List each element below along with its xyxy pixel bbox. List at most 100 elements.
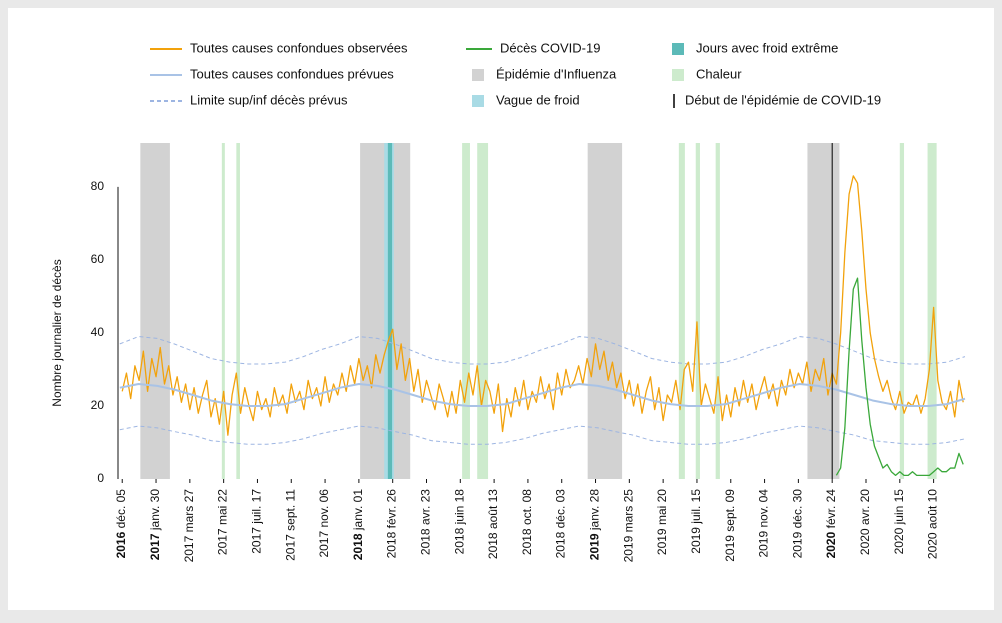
x-tick-year: 2018 xyxy=(385,531,399,558)
x-tick-date: nov. 04 xyxy=(757,489,771,528)
x-tick-year: 2020 xyxy=(858,528,872,555)
period-band xyxy=(221,143,225,479)
x-tick-year: 2019 xyxy=(757,531,771,558)
x-tick-year: 2019 xyxy=(689,527,703,554)
x-tick-date: nov. 06 xyxy=(317,489,331,528)
period-band xyxy=(587,143,623,479)
series-line xyxy=(835,277,964,476)
series-line xyxy=(119,383,966,407)
x-tick-year: 2018 xyxy=(486,532,500,559)
x-tick-label: 2019 nov. 04 xyxy=(757,489,771,558)
legend-label: Vague de froid xyxy=(496,92,580,107)
y-tick-label: 40 xyxy=(91,325,105,339)
x-tick-year: 2018 xyxy=(452,527,466,554)
x-tick-label: 2018 août 13 xyxy=(486,489,500,559)
x-tick-date: avr. 20 xyxy=(858,489,872,525)
x-tick-year: 2017 xyxy=(216,528,230,555)
x-tick-date: déc. 05 xyxy=(114,489,128,529)
x-tick-date: mars 27 xyxy=(182,489,196,533)
legend-swatch xyxy=(672,43,684,55)
y-tick-label: 20 xyxy=(91,398,105,412)
x-tick-year: 2019 xyxy=(588,533,602,560)
period-band xyxy=(236,143,240,479)
limit-line xyxy=(119,425,966,445)
x-tick-year: 2018 xyxy=(520,528,534,555)
legend-swatch xyxy=(472,95,484,107)
x-tick-date: déc. 30 xyxy=(791,489,805,529)
x-tick-label: 2019 juil. 15 xyxy=(689,489,703,554)
x-tick-date: sept. 11 xyxy=(283,489,297,531)
x-tick-label: 2020 avr. 20 xyxy=(858,489,872,555)
x-tick-year: 2017 xyxy=(182,535,196,562)
legend-label: Toutes causes confondues observées xyxy=(190,40,408,55)
y-tick-label: 0 xyxy=(97,471,104,485)
x-tick-year: 2019 xyxy=(791,531,805,558)
x-tick-date: févr. 26 xyxy=(385,489,399,529)
legend-label: Jours avec froid extrême xyxy=(696,40,838,55)
x-tick-label: 2017 mai 22 xyxy=(216,489,230,555)
x-tick-year: 2016 xyxy=(114,531,128,558)
x-tick-label: 2018 janv. 01 xyxy=(351,489,365,561)
legend-swatch xyxy=(472,69,484,81)
x-tick-year: 2018 xyxy=(419,528,433,555)
x-tick-date: mai 22 xyxy=(216,489,230,525)
period-band xyxy=(387,143,393,479)
period-band xyxy=(927,143,937,479)
x-tick-label: 2020 févr. 24 xyxy=(824,489,838,559)
period-band xyxy=(462,143,470,479)
period-band xyxy=(899,143,905,479)
x-tick-date: janv. 01 xyxy=(351,489,365,531)
x-tick-date: juin 18 xyxy=(452,489,466,526)
period-band xyxy=(678,143,685,479)
x-tick-year: 2017 xyxy=(317,531,331,558)
x-tick-date: févr. 24 xyxy=(824,489,838,529)
x-tick-label: 2018 déc. 03 xyxy=(554,489,568,559)
x-tick-year: 2019 xyxy=(655,528,669,555)
x-tick-date: juin 15 xyxy=(892,489,906,526)
x-tick-date: sept. 09 xyxy=(723,489,737,532)
period-band xyxy=(715,143,720,479)
x-tick-year: 2020 xyxy=(824,531,838,558)
legend-label: Chaleur xyxy=(696,66,742,81)
x-tick-year: 2017 xyxy=(250,527,264,554)
x-tick-year: 2020 xyxy=(926,532,940,559)
x-tick-year: 2020 xyxy=(892,527,906,554)
period-band xyxy=(477,143,489,479)
legend-label: Décès COVID-19 xyxy=(500,40,600,55)
legend-label: Début de l'épidémie de COVID-19 xyxy=(685,92,881,107)
x-tick-date: déc. 03 xyxy=(554,489,568,529)
y-tick-label: 80 xyxy=(91,179,105,193)
x-tick-label: 2019 déc. 30 xyxy=(791,489,805,559)
x-tick-label: 2018 avr. 23 xyxy=(419,489,433,555)
x-tick-label: 2020 août 10 xyxy=(926,489,940,559)
x-tick-label: 2017 sept. 11 xyxy=(283,489,297,561)
x-tick-label: 2018 juin 18 xyxy=(452,489,466,555)
y-tick-label: 60 xyxy=(91,252,105,266)
x-tick-year: 2018 xyxy=(554,531,568,558)
x-tick-year: 2017 xyxy=(283,534,297,561)
x-tick-label: 2017 mars 27 xyxy=(182,489,196,563)
x-tick-date: mai 20 xyxy=(655,489,669,525)
period-band xyxy=(807,143,840,479)
legend-label: Toutes causes confondues prévues xyxy=(190,66,394,81)
series-line xyxy=(121,175,964,436)
x-tick-label: 2019 sept. 09 xyxy=(723,489,737,562)
x-tick-date: janv. 30 xyxy=(148,489,162,531)
x-tick-date: août 10 xyxy=(926,489,940,529)
x-tick-label: 2019 janv. 28 xyxy=(588,489,602,561)
x-tick-label: 2017 nov. 06 xyxy=(317,489,331,558)
x-tick-label: 2017 janv. 30 xyxy=(148,489,162,561)
x-tick-label: 2017 juil. 17 xyxy=(250,489,264,554)
x-tick-label: 2019 mai 20 xyxy=(655,489,669,555)
x-tick-label: 2016 déc. 05 xyxy=(114,489,128,559)
x-tick-year: 2018 xyxy=(351,533,365,560)
x-tick-date: oct. 08 xyxy=(520,489,534,525)
x-tick-label: 2018 oct. 08 xyxy=(520,489,534,555)
x-tick-date: janv. 28 xyxy=(588,489,602,531)
legend-label: Épidémie d'Influenza xyxy=(496,66,617,81)
x-tick-date: juil. 15 xyxy=(689,489,703,525)
x-tick-date: juil. 17 xyxy=(250,489,264,525)
x-tick-year: 2017 xyxy=(148,533,162,560)
